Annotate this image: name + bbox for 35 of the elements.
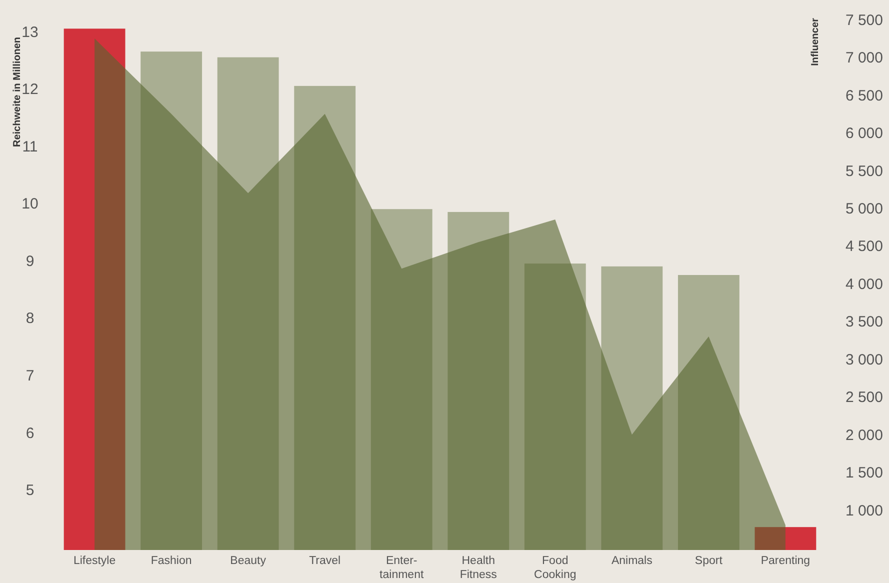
x-tick-label: Parenting (760, 555, 810, 567)
x-tick-label: Health Fitness (460, 555, 498, 581)
y2-tick-label: 1 500 (845, 464, 883, 482)
y2-tick-label: 7 500 (845, 12, 883, 29)
x-tick-label: Enter- tainment (380, 555, 424, 581)
x-tick-label: Beauty (230, 555, 266, 567)
y2-tick-label: 4 500 (845, 238, 883, 256)
y2-tick-label: 2 500 (845, 389, 883, 406)
y2-tick-label: 7 000 (845, 50, 883, 67)
y2-tick-label: 3 000 (845, 351, 883, 368)
y2-axis-title: Influencer (810, 18, 821, 66)
x-tick-label: Food Cooking (534, 555, 576, 581)
y-tick-label: 11 (22, 138, 38, 156)
y2-tick-label: 4 000 (845, 276, 883, 293)
y-tick-label: 10 (22, 196, 38, 213)
y2-tick-label: 1 000 (845, 502, 883, 520)
y2-tick-label: 2 000 (845, 426, 883, 444)
y2-tick-label: 5 500 (845, 162, 883, 180)
x-tick-label: Animals (611, 555, 653, 567)
y-tick-label: 6 (26, 424, 34, 442)
x-tick-label: Travel (309, 555, 341, 567)
x-tick-label: Sport (694, 555, 724, 567)
y-axis-title: Reichweite in Millionen (12, 36, 23, 148)
y-tick-label: 13 (22, 24, 38, 41)
y2-tick-label: 6 500 (845, 87, 883, 104)
y2-tick-label: 5 000 (845, 200, 883, 218)
y-tick-label: 5 (26, 482, 34, 500)
y-tick-label: 8 (26, 310, 34, 328)
y-tick-label: 9 (26, 252, 34, 270)
x-tick-label: Fashion (150, 555, 192, 567)
y-tick-label: 7 (26, 368, 34, 385)
y2-tick-label: 6 000 (845, 125, 883, 142)
y2-tick-label: 3 500 (845, 314, 883, 331)
x-tick-label: Lifestyle (73, 555, 116, 567)
y-tick-label: 12 (22, 81, 38, 98)
